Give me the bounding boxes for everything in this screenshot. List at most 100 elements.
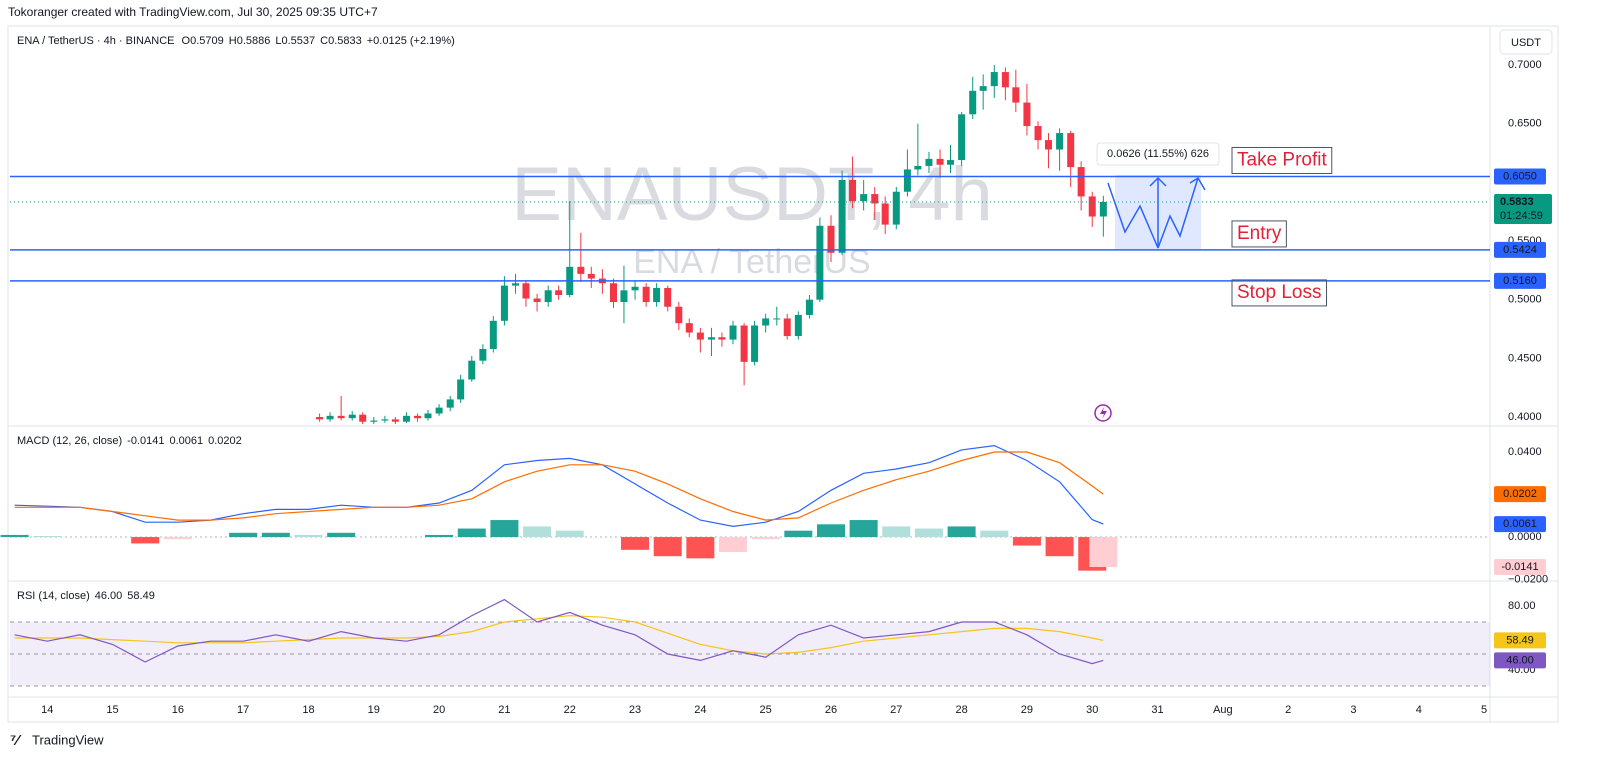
candle-body [838,180,846,253]
y-tick-label: 80.00 [1508,600,1536,612]
ma-tag-bg [1494,632,1546,649]
candle-body [1056,133,1064,150]
candle-body [969,90,977,115]
histogram-bar [131,537,160,544]
candle-body [805,299,813,315]
candle-body [337,415,345,419]
watermark: ENAUSDT, 4h [511,152,993,237]
candle-body [631,286,639,291]
histogram-bar [229,532,258,538]
signal-line [14,451,1104,521]
ma-tag: 58.49 [1506,634,1534,646]
candle-body [1023,102,1031,127]
candle-body [914,165,922,170]
histogram-bar [686,537,715,559]
y-tick-label: 0.5000 [1508,294,1542,306]
last-price: 0.5833 [1500,196,1534,208]
currency[interactable]: USDT [1511,37,1541,49]
histogram-bar [0,534,29,538]
candle-body [533,298,541,303]
candle-body [740,325,748,362]
x-tick-label: 15 [106,704,118,716]
x-tick-label: 14 [41,704,53,716]
candle-body [685,323,693,333]
candle-body [512,283,520,286]
rsi-tag-bg [1494,652,1546,669]
candle-body [500,285,508,321]
y-tick-label: 0.7000 [1508,59,1542,71]
ohlc-value: 0.5886 [237,35,271,47]
x-tick-label: 18 [302,704,314,716]
histogram-bar [261,532,290,538]
histogram-bar [980,530,1009,538]
candle-body [479,348,487,361]
level-label: Stop Loss [1237,282,1322,303]
candle-body [435,407,443,414]
candle-body [1001,72,1009,88]
candle-body [979,86,987,91]
candle-body [783,318,791,337]
candle-body [642,286,650,303]
x-tick-label: 28 [955,704,967,716]
level-price-tag-bg [1494,241,1546,258]
candle-body [620,290,628,303]
x-tick-label: 22 [564,704,576,716]
candle-body [544,290,552,303]
histogram-bar [882,526,911,538]
candle-body [816,225,824,300]
ohlc-key: O [182,35,191,47]
y-tick-label: 0.4500 [1508,352,1542,364]
chart-frame [7,25,1559,723]
candle-body [348,414,356,419]
x-tick-label: 2 [1285,704,1291,716]
indicator-value: 0.0202 [208,435,242,447]
histogram-bar [294,534,323,538]
candle-body [696,332,704,340]
x-tick-label: 26 [825,704,837,716]
histogram-tag-bg [1494,559,1546,576]
signal-tag: 0.0202 [1503,488,1537,500]
candle-body [414,415,422,419]
histogram-bar [457,528,486,538]
candle-body [577,266,585,274]
ohlc-key: L [275,35,281,47]
x-tick-label: 17 [237,704,249,716]
histogram-bar [653,537,682,557]
projection-path [1107,176,1206,249]
candle-body [370,420,378,422]
ohlc-value: 0.5709 [190,35,224,47]
measure-label-box [1096,142,1220,166]
histogram-bar [523,526,552,538]
candle-body [892,191,900,225]
histogram-bar [1045,537,1074,557]
change: +0.0125 (+2.19%) [367,35,455,47]
symbol: ENA / TetherUS · 4h · BINANCE [17,35,175,47]
histogram-bar [914,528,943,538]
level-price-tag: 0.5160 [1503,275,1537,287]
candle-body [827,225,835,253]
candle-body [587,273,595,279]
y-tick-label: 0.4000 [1508,411,1542,423]
macd-tag-bg [1494,516,1546,533]
histogram-bar [1089,537,1118,568]
histogram-bar [163,537,192,540]
x-tick-label: 24 [694,704,706,716]
candle-body [729,325,737,340]
candle-body [881,203,889,225]
logo: TradingView [32,732,104,747]
event-icon-bolt [1100,407,1107,419]
indicator-title: MACD (12, 26, close) [17,435,122,447]
y-tick-label: 0.0000 [1508,531,1542,543]
candle-body [457,379,465,400]
histogram-bar [327,532,356,538]
candle-body [675,306,683,324]
candle-body [316,417,324,420]
watermark-sub: ENA / TetherUS [633,243,871,281]
candle-body [925,158,933,166]
currency-button[interactable] [1499,29,1553,55]
histogram-bar [555,530,584,538]
level-label-box [1231,279,1327,307]
histogram-bar [1012,537,1041,546]
indicator-value: -0.0141 [127,435,164,447]
candle-body [762,318,770,326]
